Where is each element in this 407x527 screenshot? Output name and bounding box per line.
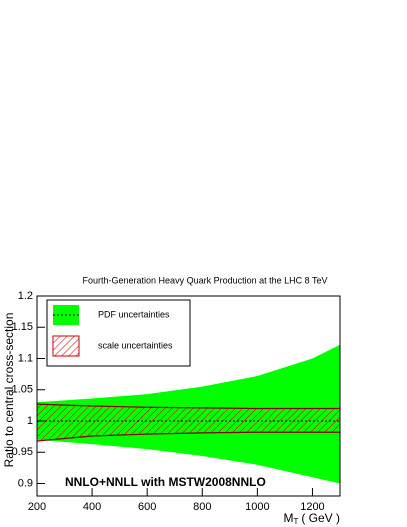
- legend-label: scale uncertainties: [98, 340, 173, 350]
- x-tick-label: 200: [28, 501, 46, 513]
- y-tick-label: 1.1: [18, 352, 33, 364]
- x-label-main: M: [283, 511, 293, 525]
- x-tick-label: 1000: [245, 501, 269, 513]
- legend-swatch: [52, 335, 80, 357]
- y-axis-label: Ratio to central cross-section: [2, 313, 16, 468]
- y-tick-label: 1.2: [18, 290, 33, 302]
- y-tick-label: 1.05: [12, 384, 33, 396]
- x-tick-label: 400: [83, 501, 101, 513]
- y-tick-label: 1.15: [12, 321, 33, 333]
- x-tick-label: 1200: [300, 501, 324, 513]
- plot-frame: [36, 295, 341, 497]
- x-label-unit: ( GeV ): [301, 511, 340, 525]
- x-axis-label: MT( GeV ): [283, 511, 340, 526]
- x-label-sub: T: [293, 517, 298, 526]
- band-edge: [36, 431, 340, 442]
- x-tick-label: 600: [138, 501, 156, 513]
- chart-title: Fourth-Generation Heavy Quark Production…: [83, 275, 328, 285]
- annotation: NNLO+NNLL with MSTW2008NNLO: [65, 475, 266, 489]
- y-tick-label: 1: [27, 415, 33, 427]
- band-edge: [36, 403, 340, 410]
- x-tick-label: 800: [193, 501, 211, 513]
- y-tick-label: 0.95: [12, 446, 33, 458]
- legend-label: PDF uncertainties: [98, 309, 170, 319]
- y-tick-label: 0.9: [18, 477, 33, 489]
